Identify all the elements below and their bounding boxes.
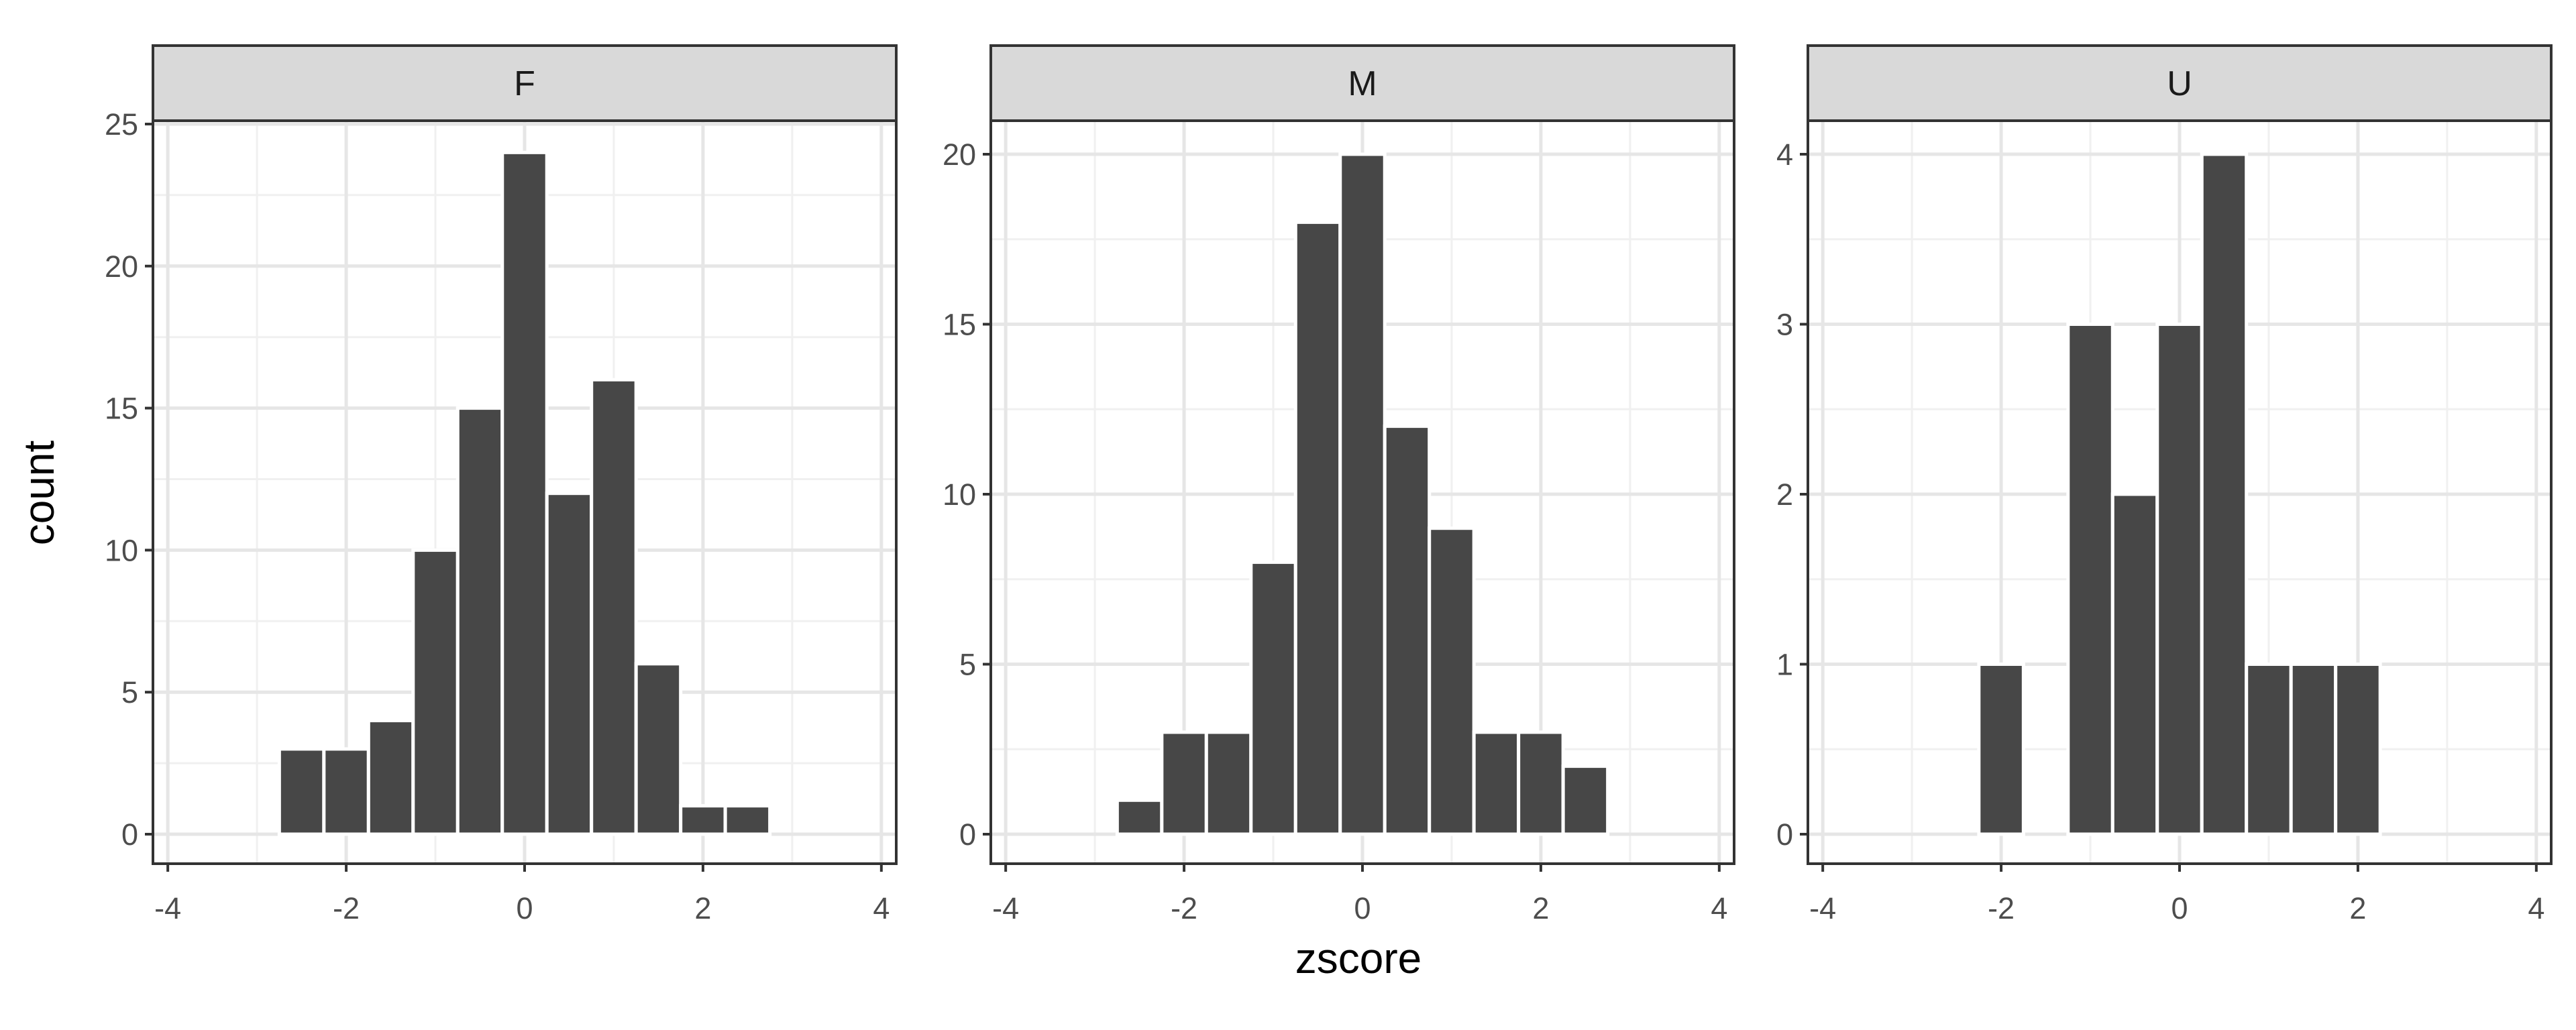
- histogram-bar: [366, 719, 415, 836]
- histogram-bar: [1472, 730, 1521, 836]
- facet-strip-label: M: [1348, 64, 1377, 103]
- y-axis-title: count: [15, 441, 63, 546]
- histogram-bar: [634, 662, 683, 836]
- x-tick-label: -4: [992, 891, 1019, 925]
- facet-strip: [989, 44, 1735, 122]
- histogram-bar: [1160, 730, 1208, 836]
- y-tick-label: 10: [105, 533, 138, 567]
- y-tick-label: 0: [959, 817, 976, 852]
- facet-strip-label: U: [2167, 64, 2192, 103]
- x-tick-label: 4: [873, 891, 890, 925]
- histogram-bar: [2155, 323, 2204, 836]
- histogram-bar: [322, 747, 370, 836]
- x-tick-label: -4: [154, 891, 181, 925]
- histogram-bar: [545, 492, 594, 836]
- x-tick-label: -2: [333, 891, 360, 925]
- facet-strip: [152, 44, 898, 122]
- x-tick-label: 0: [516, 891, 533, 925]
- histogram-bar: [2066, 323, 2114, 836]
- histogram-bar: [679, 804, 727, 836]
- histogram-bar: [1204, 730, 1253, 836]
- histogram-bar: [1977, 663, 2025, 836]
- x-tick-label: 4: [2528, 891, 2544, 925]
- y-tick-label: 0: [1776, 817, 1793, 852]
- x-tick-label: 2: [2349, 891, 2366, 925]
- y-tick-label: 25: [105, 107, 138, 141]
- x-tick-label: 2: [1532, 891, 1549, 925]
- y-tick-label: 20: [943, 137, 976, 172]
- x-tick-label: -4: [1809, 891, 1836, 925]
- x-tick-label: -2: [1171, 891, 1197, 925]
- facet-strip-label: F: [514, 64, 535, 103]
- y-tick-label: 15: [943, 308, 976, 342]
- histogram-bar: [2200, 152, 2249, 836]
- histogram-bar: [590, 378, 638, 836]
- histogram-bar: [500, 150, 549, 836]
- facet-panel-f: F -4 -2 0 2 4 0 5 10 15 20 25: [105, 44, 898, 925]
- y-tick-label: 2: [1776, 477, 1793, 512]
- histogram-bar: [723, 804, 772, 836]
- histogram-bar: [1561, 764, 1610, 836]
- histogram-bar: [1115, 798, 1164, 836]
- x-tick-label: 4: [1711, 891, 1727, 925]
- y-tick-label: 20: [105, 249, 138, 284]
- x-tick-label: 0: [1354, 891, 1371, 925]
- facet-panel-u: U -4 -2 0 2 4 0 1 2 3 4: [1776, 44, 2553, 925]
- histogram-bar: [1249, 560, 1297, 836]
- histogram-bar: [1338, 152, 1387, 836]
- y-tick-label: 1: [1776, 648, 1793, 682]
- y-tick-label: 15: [105, 392, 138, 426]
- y-tick-label: 0: [121, 817, 138, 852]
- histogram-bar: [2289, 663, 2338, 836]
- histogram-bar: [455, 406, 504, 836]
- x-tick-label: -2: [1988, 891, 2015, 925]
- y-tick-label: 5: [121, 675, 138, 709]
- histogram-bar: [2334, 663, 2382, 836]
- facet-panel-m: M -4 -2 0 2 4 0 5 10 15 20: [943, 44, 1735, 925]
- histogram-bar: [2110, 492, 2159, 836]
- y-tick-label: 4: [1776, 137, 1793, 172]
- y-tick-label: 5: [959, 648, 976, 682]
- x-axis-title: zscore: [1295, 934, 1422, 982]
- histogram-bar: [1428, 526, 1476, 836]
- histogram-bar: [1293, 220, 1342, 836]
- histogram-bar: [1517, 730, 1565, 836]
- histogram-bar: [411, 548, 460, 836]
- x-tick-label: 2: [694, 891, 711, 925]
- y-tick-label: 3: [1776, 308, 1793, 342]
- facet-strip: [1807, 44, 2553, 122]
- x-tick-label: 0: [2171, 891, 2188, 925]
- histogram-bar: [1383, 424, 1432, 836]
- histogram-bar: [2245, 663, 2293, 836]
- y-tick-label: 10: [943, 477, 976, 512]
- histogram-bar: [277, 747, 326, 836]
